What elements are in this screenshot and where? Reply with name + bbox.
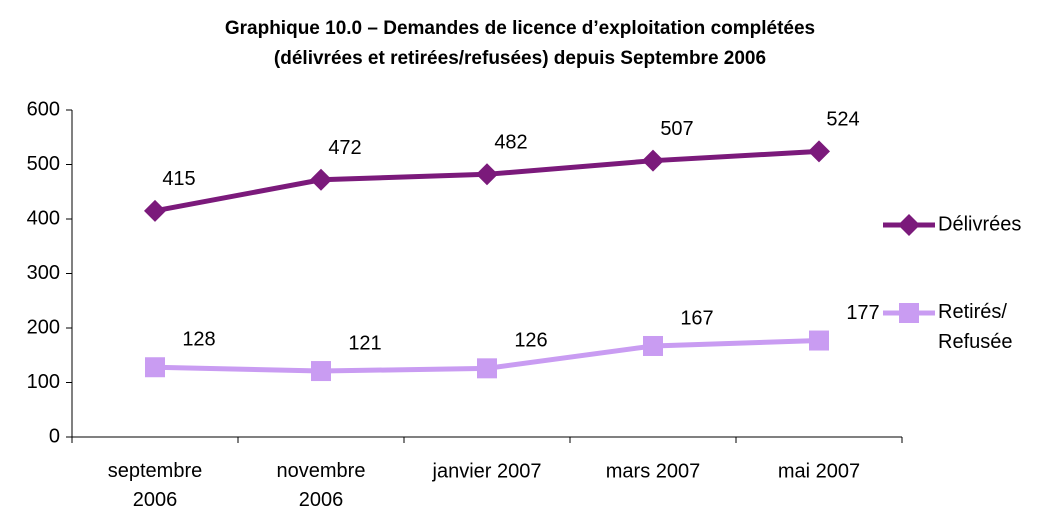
y-tick-label: 500 [27, 153, 60, 175]
x-tick-label: janvier 2007 [432, 460, 542, 482]
legend-label: Retirés/Refusée [938, 301, 1013, 353]
data-label: 128 [182, 329, 215, 351]
data-label: 126 [514, 330, 547, 352]
chart-title: Graphique 10.0 – Demandes de licence d’e… [225, 18, 815, 69]
y-tick-label: 200 [27, 316, 60, 338]
data-label: 524 [826, 109, 859, 131]
point [809, 330, 829, 351]
data-label: 415 [162, 168, 195, 190]
x-tick-label: mars 2007 [606, 460, 701, 482]
data-label: 121 [348, 332, 381, 354]
point [311, 361, 331, 382]
y-tick-label: 600 [27, 98, 60, 120]
point [145, 357, 165, 378]
y-tick-label: 0 [49, 425, 60, 447]
data-label: 472 [328, 137, 361, 159]
x-tick-label: mai 2007 [778, 460, 860, 482]
data-label: 177 [846, 302, 879, 324]
data-label: 482 [494, 132, 527, 154]
point [808, 140, 830, 163]
y-tick-label: 100 [27, 371, 60, 393]
data-label: 507 [660, 118, 693, 140]
point [476, 163, 498, 186]
point [144, 199, 166, 222]
x-tick-label: septembre 2006 [108, 460, 203, 511]
point [898, 214, 920, 236]
y-tick-label: 300 [27, 262, 60, 284]
y-tick-label: 400 [27, 207, 60, 229]
point [642, 149, 664, 172]
data-label: 167 [680, 307, 713, 329]
x-tick-label: novembre 2006 [277, 460, 366, 511]
legend-label: Délivrées [938, 213, 1021, 235]
point [477, 358, 497, 379]
point [310, 168, 332, 191]
point [643, 335, 663, 356]
point [899, 303, 919, 323]
